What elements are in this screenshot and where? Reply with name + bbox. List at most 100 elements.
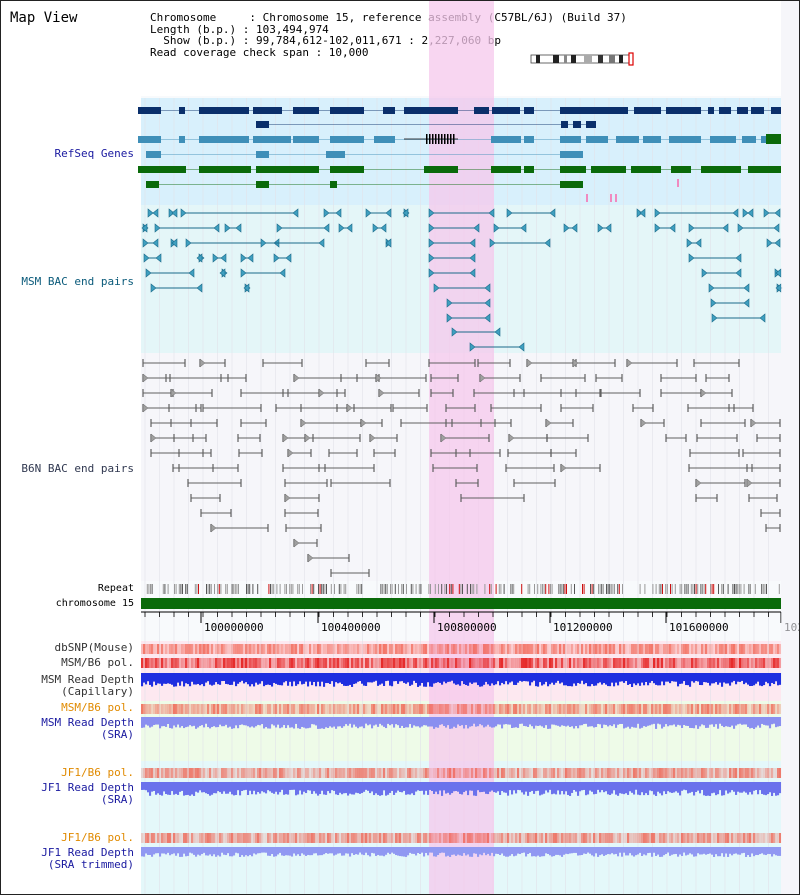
gene-feature xyxy=(616,136,639,143)
gene-feature xyxy=(424,166,458,173)
gene-feature xyxy=(326,151,345,158)
axis-tick-label: 101600000 xyxy=(669,621,729,634)
refseq-genes-track xyxy=(138,107,781,202)
msm-b6-pol-label: MSM/B6 pol. xyxy=(61,656,134,669)
b6n-bac-track xyxy=(142,358,781,577)
gene-feature xyxy=(330,166,364,173)
gene-feature xyxy=(330,107,364,114)
gene-feature xyxy=(199,136,249,143)
refseq-label: RefSeq Genes xyxy=(54,147,134,160)
gene-feature xyxy=(330,181,337,188)
msm-depth-sra xyxy=(141,717,782,729)
gene-feature xyxy=(253,107,282,114)
msm-depth-capillary xyxy=(141,673,782,687)
axis-tick-label: 100800000 xyxy=(437,621,497,634)
gene-feature xyxy=(524,107,534,114)
gene-feature xyxy=(256,121,269,128)
jf1-depth-trimmed-label: JF1 Read Depth (SRA trimmed) xyxy=(41,846,134,871)
msm-b6-pol-2-label: MSM/B6 pol. xyxy=(61,701,134,714)
gene-feature xyxy=(560,136,581,143)
gene-feature xyxy=(561,121,568,128)
gene-feature xyxy=(374,136,395,143)
chromosome-bar xyxy=(141,598,781,609)
gene-feature xyxy=(330,136,364,143)
msm-depth-sra-label: MSM Read Depth (SRA) xyxy=(41,716,134,741)
heat-tracks xyxy=(141,644,782,843)
gene-feature xyxy=(669,136,701,143)
msm-bac-track xyxy=(141,208,783,352)
gene-feature xyxy=(256,181,269,188)
gene-feature xyxy=(701,166,741,173)
chromosome-label: chromosome 15 xyxy=(55,598,134,609)
gene-feature xyxy=(586,136,608,143)
gene-feature xyxy=(643,136,661,143)
region-info: Chromosome : Chromosome 15, reference as… xyxy=(150,12,627,58)
axis-tick-label: 100400000 xyxy=(321,621,381,634)
page-title: Map View xyxy=(10,10,78,26)
msm-bac-label: MSM BAC end pairs xyxy=(21,275,134,288)
chromosome-ideogram[interactable] xyxy=(530,52,634,66)
span-line: Read coverage check span : 10,000 xyxy=(150,45,369,59)
gene-feature xyxy=(138,136,161,143)
gene-feature xyxy=(256,166,319,173)
gene-feature xyxy=(293,107,319,114)
jf1-b6-pol-label: JF1/B6 pol. xyxy=(61,766,134,779)
gene-feature xyxy=(737,107,748,114)
position-axis: 100000000 100400000 100800000 101200000 1016… xyxy=(141,611,799,634)
gene-feature xyxy=(146,151,161,158)
grid-lines xyxy=(144,98,769,894)
gene-feature xyxy=(771,107,781,114)
gene-feature xyxy=(560,166,586,173)
gene-feature xyxy=(631,166,661,173)
gene-feature xyxy=(383,107,395,114)
axis-tick-label: 100000000 xyxy=(204,621,264,634)
length-line: Length (b.p.) : 103,494,974 xyxy=(150,22,329,36)
gene-feature xyxy=(751,107,764,114)
msm-depth-capillary-label: MSM Read Depth (Capillary) xyxy=(41,673,134,698)
jf1-depth-sra xyxy=(141,782,782,796)
gene-feature xyxy=(748,166,781,173)
msm-b6-pol-2-band xyxy=(141,704,782,714)
gene-feature xyxy=(293,136,319,143)
gene-feature xyxy=(179,136,185,143)
gene-feature xyxy=(671,166,691,173)
gene-feature xyxy=(524,136,534,143)
gene-feature xyxy=(199,107,249,114)
jf1-depth-trimmed xyxy=(141,847,782,857)
dbsnp-band xyxy=(141,644,782,654)
gene-feature xyxy=(253,136,291,143)
gene-feature xyxy=(404,107,458,114)
gene-feature xyxy=(560,151,583,158)
jf1-b6-pol-2-band xyxy=(141,833,782,843)
gene-feature xyxy=(491,136,521,143)
gene-feature xyxy=(710,136,736,143)
dbsnp-label: dbSNP(Mouse) xyxy=(54,641,134,654)
highlight-region xyxy=(429,1,494,894)
axis-tick-label: 101200000 xyxy=(553,621,613,634)
jf1-b6-pol-2-label: JF1/B6 pol. xyxy=(61,831,134,844)
jf1-b6-pol-band xyxy=(141,768,782,778)
gene-feature xyxy=(474,107,489,114)
gene-feature xyxy=(560,181,583,188)
gene-feature xyxy=(666,107,701,114)
gene-feature xyxy=(138,166,186,173)
gene-feature xyxy=(524,166,534,173)
repeat-label: Repeat xyxy=(97,583,134,594)
gene-feature xyxy=(199,166,251,173)
depth-tracks xyxy=(141,673,782,857)
gene-feature xyxy=(179,107,185,114)
msm-b6-pol-band xyxy=(141,658,782,668)
gene-feature xyxy=(138,107,161,114)
gene-feature xyxy=(256,151,269,158)
gene-feature xyxy=(708,107,714,114)
gene-feature xyxy=(719,107,731,114)
gene-feature xyxy=(560,107,628,114)
gene-feature xyxy=(586,121,596,128)
gene-feature xyxy=(492,107,520,114)
gene-feature xyxy=(573,121,581,128)
gene-feature xyxy=(634,107,661,114)
right-margin xyxy=(781,1,799,894)
gene-feature xyxy=(146,181,159,188)
